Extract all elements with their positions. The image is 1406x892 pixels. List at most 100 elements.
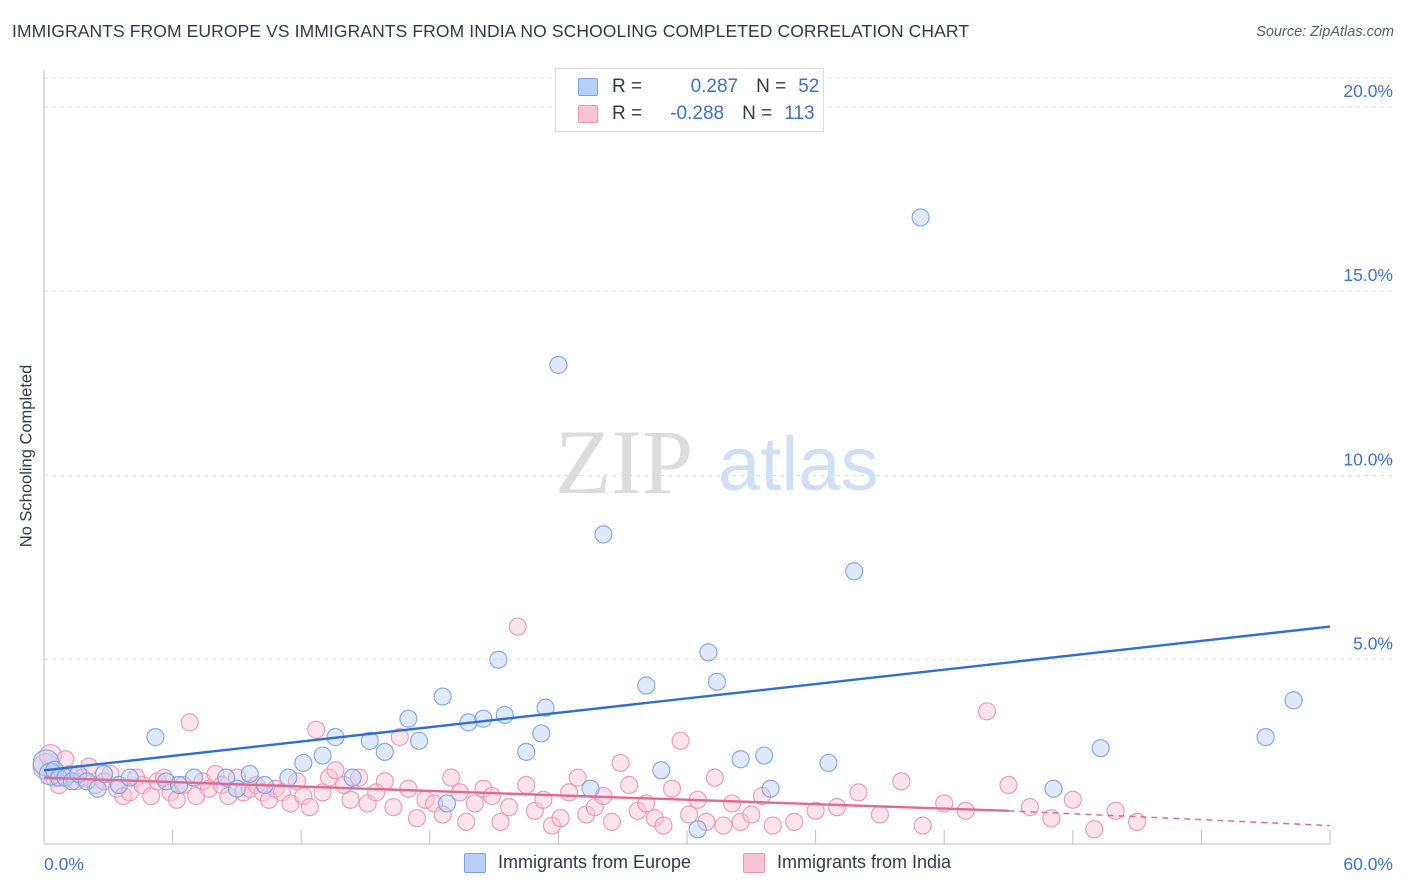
india-point [870,805,890,824]
europe-point [517,742,536,761]
india-point [407,809,427,828]
europe-point [731,750,750,769]
india-point [806,801,825,820]
india-point [849,783,868,802]
europe-point [240,764,259,784]
europe-point [343,768,362,787]
europe-point [699,643,718,662]
india-swatch [578,105,598,123]
india-point [442,768,461,787]
india-n-value: 113 [784,103,815,124]
europe-point [594,525,613,544]
india-trend-line [43,776,1009,813]
india-point [671,731,690,750]
india-point [680,805,699,824]
europe-point [1256,728,1275,747]
europe-point [375,742,394,761]
europe-points [32,208,1303,839]
x-tick-label-min: 0.0% [44,854,84,874]
europe-point [707,672,727,691]
europe-point [360,731,379,750]
india-point [180,713,199,732]
europe-point [120,768,139,787]
india-point [620,775,639,795]
india-point [913,816,932,835]
europe-point [652,761,671,780]
correlation-legend: R = 0.287 N = 52 R = -0.288 N = 113 [555,68,824,132]
y-tick-label: 15.0% [1343,265,1393,285]
europe-point [688,820,707,839]
bottom-europe-label: Immigrants from Europe [498,852,692,872]
india-point [722,794,742,813]
india-point [742,805,761,824]
india-point [763,816,782,835]
bottom-europe-swatch [464,852,486,873]
india-points [32,617,1147,839]
europe-point [433,687,452,706]
europe-point [911,208,930,227]
india-point [560,783,579,802]
india-point [568,768,587,787]
india-point [517,775,536,795]
india-point [731,812,750,831]
europe-point [1044,779,1063,798]
europe-point [1091,739,1110,758]
europe-point [409,731,429,750]
india-point [999,775,1018,795]
bottom-legend-europe: Immigrants from Europe [464,852,691,873]
europe-point [637,676,656,695]
bottom-india-label: Immigrants from India [777,852,952,872]
india-point [491,812,510,831]
gridlines [44,77,1392,661]
india-point [482,786,502,806]
india-point [390,728,409,747]
india-point [785,812,804,831]
india-point [705,768,724,787]
europe-trend-line [43,625,1331,772]
india-point [341,790,360,809]
europe-point [581,779,600,798]
tick-labels: 5.0% 10.0% 15.0% 20.0% 0.0% 60.0% [44,81,1393,874]
europe-point [495,705,514,725]
chart-title: IMMIGRANTS FROM EUROPE VS IMMIGRANTS FRO… [12,21,970,41]
europe-point [77,772,96,791]
europe-point [819,753,838,773]
europe-point [399,709,418,728]
europe-point [1284,691,1303,710]
europe-point [227,779,246,798]
india-point [662,779,682,798]
india-point [326,761,345,780]
india-point [654,816,673,835]
india-point [349,768,369,787]
watermark-atlas: atlas [718,422,879,507]
europe-point [279,768,298,787]
india-point [319,768,339,787]
europe-point [217,768,236,787]
india-point [1106,801,1125,820]
europe-point [845,562,864,581]
india-point [977,702,997,721]
europe-point [169,775,189,795]
y-tick-label: 10.0% [1343,449,1393,469]
x-tick-label-max: 60.0% [1343,854,1393,874]
india-point [384,798,403,817]
europe-point [94,764,114,784]
axes [43,70,1331,845]
india-point [307,720,326,739]
europe-point [437,794,457,813]
europe-point [313,746,332,765]
india-point [399,779,418,798]
india-point [611,753,630,773]
europe-point [549,355,568,374]
europe-point [755,746,774,765]
europe-point [474,709,493,728]
europe-point [532,724,551,743]
india-r-value: -0.288 [670,103,725,124]
india-point [551,809,570,828]
india-point [956,801,975,820]
india-point [433,805,452,824]
y-tick-label: 20.0% [1343,81,1393,101]
india-point [375,772,394,791]
europe-point [536,698,555,717]
